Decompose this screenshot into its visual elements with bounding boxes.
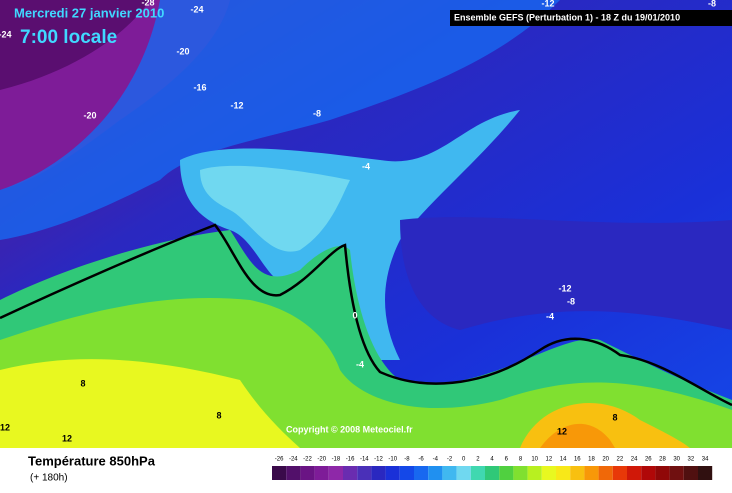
legend-swatch [655, 466, 670, 480]
legend-tick: 22 [617, 457, 624, 463]
legend-swatch [371, 466, 386, 480]
contour-label: -16 [193, 82, 206, 92]
legend-tick: -6 [418, 457, 424, 463]
forecast-hour: (+ 180h) [30, 473, 68, 484]
contour-label: -4 [356, 359, 364, 369]
legend-tick: 32 [688, 457, 695, 463]
legend-swatch [584, 466, 599, 480]
legend-swatch [641, 466, 656, 480]
legend-swatch [513, 466, 528, 480]
legend-swatch [399, 466, 414, 480]
legend-tick: 26 [645, 457, 652, 463]
legend-swatch [343, 466, 358, 480]
legend-swatch [570, 466, 585, 480]
contour-labels: -28 -24 -24 -20 -16 -12 -20 -8 -4 0 -4 -12 -8 -4 8 8 12 1… [0, 0, 716, 444]
contour-label: -12 [541, 0, 554, 8]
legend-tick: -4 [433, 457, 439, 463]
legend-swatch [683, 466, 698, 480]
contour-label: -24 [0, 29, 12, 39]
legend-tick: -2 [447, 457, 453, 463]
legend-tick: 4 [490, 457, 494, 463]
legend-tick: -16 [346, 457, 355, 463]
legend-tick: 10 [531, 457, 538, 463]
legend-tick: 20 [602, 457, 609, 463]
legend-tick: -22 [303, 457, 312, 463]
legend-tick: 14 [560, 457, 567, 463]
legend-swatch [470, 466, 485, 480]
legend-tick: 18 [588, 457, 595, 463]
legend-tick: -10 [388, 457, 397, 463]
contour-label: -12 [558, 283, 571, 293]
model-info: Ensemble GEFS (Perturbation 1) - 18 Z du… [454, 12, 680, 22]
contour-label: 0 [352, 310, 357, 320]
contour-label: 12 [557, 426, 567, 436]
legend-swatch [485, 466, 500, 480]
legend-tick: 28 [659, 457, 666, 463]
model-banner [450, 10, 732, 26]
legend-tick: -18 [332, 457, 341, 463]
legend-swatch [428, 466, 443, 480]
legend: -26 -24 -22 -20 -18 -16 -14 -12 -10 -8 -6 -4 -2 0 2 4 6 8… [272, 457, 713, 480]
contour-label: 8 [216, 410, 221, 420]
contour-label: -4 [362, 161, 370, 171]
legend-swatch [328, 466, 343, 480]
legend-swatch [272, 466, 287, 480]
contour-label: -24 [190, 4, 203, 14]
legend-swatch [598, 466, 613, 480]
legend-swatch [556, 466, 571, 480]
footer-title: Température 850hPa [28, 453, 156, 468]
contour-label: -4 [546, 311, 554, 321]
contour-label: -20 [83, 110, 96, 120]
contour-label: -12 [230, 100, 243, 110]
legend-swatch [314, 466, 329, 480]
contour-label: 12 [62, 433, 72, 443]
contour-label: 8 [80, 378, 85, 388]
legend-swatch [385, 466, 400, 480]
date: Mercredi 27 janvier 2010 [14, 5, 164, 20]
legend-tick: 12 [546, 457, 553, 463]
map-field [0, 0, 732, 448]
contour-label: -28 [141, 0, 154, 7]
contour-label: -8 [313, 108, 321, 118]
legend-tick: 0 [462, 457, 466, 463]
legend-tick: 30 [673, 457, 680, 463]
legend-swatch [499, 466, 514, 480]
legend-tick: -8 [404, 457, 410, 463]
contour-label: 8 [612, 412, 617, 422]
legend-swatch [456, 466, 471, 480]
legend-swatch [612, 466, 627, 480]
legend-tick: -14 [360, 457, 369, 463]
legend-tick: 34 [702, 457, 709, 463]
contour-label: 12 [0, 422, 10, 432]
legend-tick: 6 [505, 457, 509, 463]
contour-label: -20 [176, 46, 189, 56]
contour-label: -8 [708, 0, 716, 8]
legend-tick: 2 [476, 457, 480, 463]
legend-swatch [300, 466, 315, 480]
legend-swatch [698, 466, 713, 480]
legend-swatch [627, 466, 642, 480]
legend-swatch [527, 466, 542, 480]
legend-tick: 8 [519, 457, 523, 463]
legend-swatch [442, 466, 457, 480]
time: 7:00 locale [20, 27, 117, 48]
legend-tick: -12 [374, 457, 383, 463]
copyright: Copyright © 2008 Meteociel.fr [286, 424, 413, 434]
legend-tick: -20 [317, 457, 326, 463]
legend-tick: -26 [275, 457, 284, 463]
contour-label: -8 [567, 296, 575, 306]
legend-swatch [669, 466, 684, 480]
legend-tick: -24 [289, 457, 298, 463]
legend-tick: 24 [631, 457, 638, 463]
legend-swatch [286, 466, 301, 480]
legend-swatch [541, 466, 556, 480]
legend-swatch [414, 466, 429, 480]
legend-swatch [357, 466, 372, 480]
legend-tick: 16 [574, 457, 581, 463]
